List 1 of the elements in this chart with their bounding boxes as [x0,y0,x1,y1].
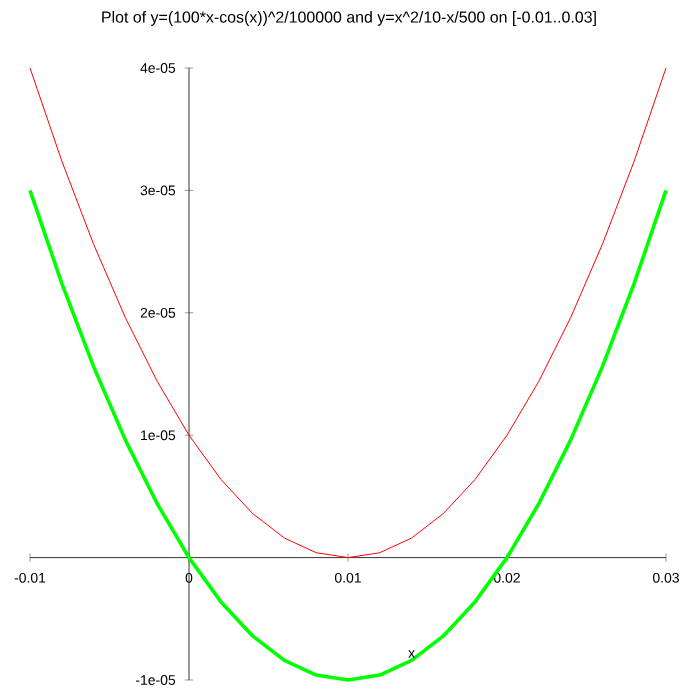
line-series [29,67,667,559]
